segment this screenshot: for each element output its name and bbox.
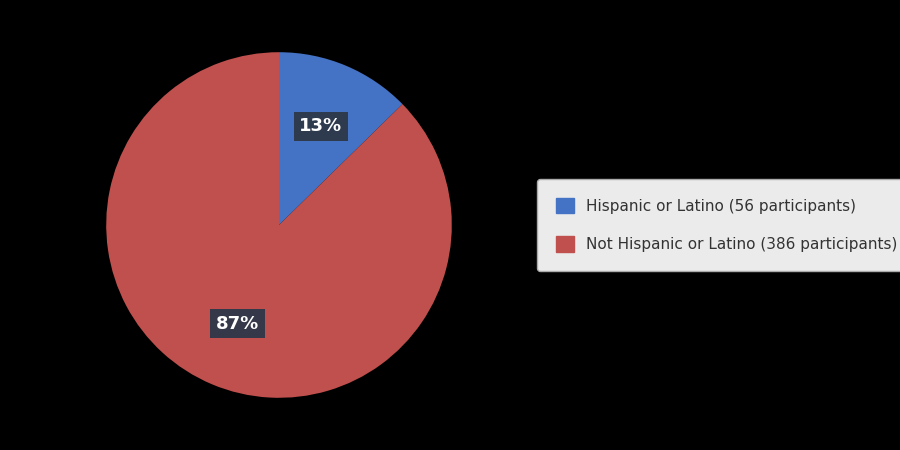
Wedge shape — [106, 52, 452, 398]
Wedge shape — [279, 52, 402, 225]
Text: 87%: 87% — [216, 315, 259, 333]
Text: 13%: 13% — [299, 117, 342, 135]
Legend: Hispanic or Latino (56 participants), Not Hispanic or Latino (386 participants): Hispanic or Latino (56 participants), No… — [537, 179, 900, 271]
